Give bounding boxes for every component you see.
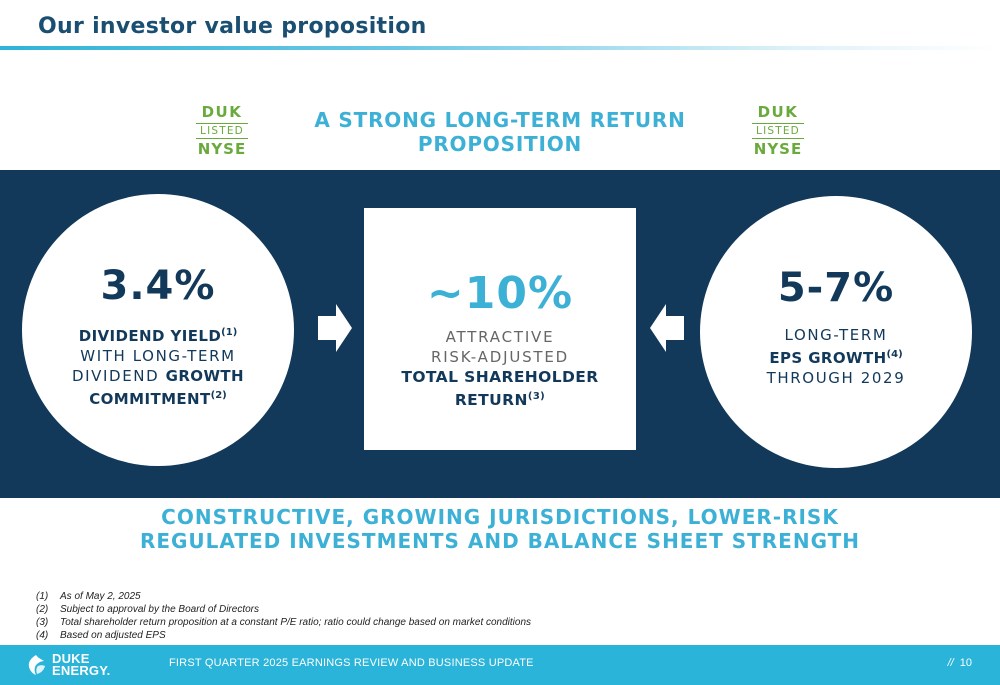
bottom-headline-line2: REGULATED INVESTMENTS AND BALANCE SHEET … bbox=[139, 529, 861, 553]
tsr-line2: RISK-ADJUSTED bbox=[430, 348, 570, 366]
logo-listed: LISTED bbox=[196, 123, 248, 139]
tsr-value: ~10% bbox=[426, 268, 574, 319]
logo-line1: DUKE bbox=[52, 651, 90, 666]
dividend-yield-circle: 3.4% DIVIDEND YIELD(1) WITH LONG-TERM DI… bbox=[22, 194, 294, 466]
tsr-line4: RETURN bbox=[454, 391, 528, 410]
footnote-number: (4) bbox=[36, 630, 49, 641]
footnote: (4) Based on adjusted EPS bbox=[36, 629, 531, 642]
page-slashes: // bbox=[947, 657, 954, 669]
tsr-line3: TOTAL SHAREHOLDER bbox=[401, 368, 599, 386]
bottom-headline: CONSTRUCTIVE, GROWING JURISDICTIONS, LOW… bbox=[60, 505, 940, 553]
headline-line2: PROPOSITION bbox=[417, 132, 583, 156]
footnote-number: (1) bbox=[36, 591, 49, 602]
footer-title: FIRST QUARTER 2025 EARNINGS REVIEW AND B… bbox=[169, 657, 534, 669]
logo-exchange: NYSE bbox=[197, 140, 247, 158]
footnote-text: As of May 2, 2025 bbox=[60, 591, 141, 602]
eps-line3: THROUGH 2029 bbox=[766, 369, 906, 387]
bottom-headline-line1: CONSTRUCTIVE, GROWING JURISDICTIONS, LOW… bbox=[161, 505, 839, 529]
dividend-yield-value: 3.4% bbox=[100, 263, 216, 309]
nyse-listed-logo-left: DUK LISTED NYSE bbox=[196, 104, 248, 158]
footnote: (3) Total shareholder return proposition … bbox=[36, 616, 531, 629]
tsr-line1: ATTRACTIVE bbox=[445, 328, 555, 346]
eps-growth-circle: 5-7% LONG-TERM EPS GROWTH(4) THROUGH 202… bbox=[700, 196, 972, 468]
arrow-right-icon bbox=[318, 304, 352, 352]
logo-listed: LISTED bbox=[752, 123, 804, 139]
footnote-ref-1: (1) bbox=[221, 327, 238, 338]
footnote-text: Subject to approval by the Board of Dire… bbox=[60, 604, 259, 615]
page-number-value: 10 bbox=[959, 657, 972, 669]
footnote-number: (2) bbox=[36, 604, 49, 615]
footnote-ref-3: (3) bbox=[527, 391, 546, 402]
eps-growth-value: 5-7% bbox=[777, 265, 895, 311]
eps-growth-label: EPS GROWTH bbox=[769, 349, 887, 367]
footnote-number: (3) bbox=[36, 617, 49, 628]
dividend-line4-bold: COMMITMENT bbox=[89, 390, 211, 408]
page-number: // 10 bbox=[948, 657, 972, 669]
nyse-listed-logo-right: DUK LISTED NYSE bbox=[752, 104, 804, 158]
logo-ticker: DUK bbox=[757, 103, 799, 121]
footnote-text: Based on adjusted EPS bbox=[60, 630, 166, 641]
headline-line1: A STRONG LONG-TERM RETURN bbox=[314, 108, 686, 132]
total-shareholder-return-box: ~10% ATTRACTIVE RISK-ADJUSTED TOTAL SHAR… bbox=[364, 208, 636, 450]
dividend-line2: WITH LONG-TERM bbox=[80, 347, 236, 365]
footnote-ref-2: (2) bbox=[210, 390, 227, 401]
footnote: (1) As of May 2, 2025 bbox=[36, 590, 531, 603]
logo-line2: ENERGY. bbox=[52, 663, 111, 678]
dividend-line3-bold: GROWTH bbox=[165, 367, 244, 385]
headline: A STRONG LONG-TERM RETURN PROPOSITION bbox=[270, 108, 730, 156]
footer-bar: DUKE ENERGY. FIRST QUARTER 2025 EARNINGS… bbox=[0, 645, 1000, 685]
duke-energy-logo: DUKE ENERGY. bbox=[24, 651, 111, 678]
title-underline bbox=[0, 46, 1000, 50]
duke-energy-logo-icon bbox=[28, 655, 45, 675]
page-title: Our investor value proposition bbox=[38, 14, 427, 39]
logo-exchange: NYSE bbox=[753, 140, 803, 158]
footnote-text: Total shareholder return proposition at … bbox=[60, 617, 532, 628]
dividend-line3-regular: DIVIDEND bbox=[72, 367, 166, 385]
eps-line1: LONG-TERM bbox=[784, 326, 888, 344]
arrow-left-icon bbox=[650, 304, 684, 352]
footnotes: (1) As of May 2, 2025 (2) Subject to appro… bbox=[36, 590, 531, 642]
logo-ticker: DUK bbox=[201, 103, 243, 121]
footnote-ref-4: (4) bbox=[886, 349, 903, 360]
footnote: (2) Subject to approval by the Board of D… bbox=[36, 603, 531, 616]
dividend-yield-label: DIVIDEND YIELD bbox=[78, 327, 222, 345]
